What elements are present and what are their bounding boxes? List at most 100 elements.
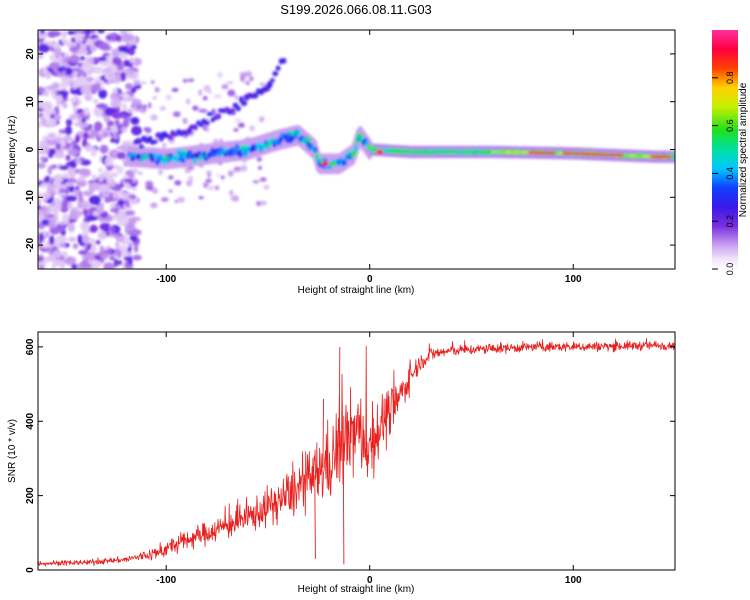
figure-title: S199.2026.066.08.11.G03 — [280, 2, 432, 17]
noise-blob — [98, 175, 104, 182]
noise-blob — [41, 219, 50, 225]
x-tick-label: 100 — [565, 274, 582, 285]
noise-blob — [61, 30, 67, 39]
noise-blob — [121, 193, 130, 201]
noise-blob — [122, 102, 127, 112]
noise-blob — [78, 250, 89, 255]
ridge-core — [264, 143, 272, 149]
noise-blob — [110, 226, 116, 235]
spectrogram-y-axis: -20 -10 0 10 20 — [25, 48, 675, 252]
ridge-core — [305, 137, 313, 143]
noise-blob — [146, 127, 152, 134]
noise-blob — [93, 121, 103, 132]
colorbar-tick-label: 0.2 — [725, 215, 735, 228]
noise-blob — [86, 38, 93, 45]
noise-blob — [233, 128, 239, 132]
noise-blob — [147, 102, 152, 109]
noise-blob — [227, 89, 236, 97]
noise-blob — [124, 33, 135, 42]
noise-blob — [137, 171, 143, 176]
branch-blob — [272, 71, 279, 77]
branch-blob — [235, 105, 241, 112]
noise-blob — [252, 180, 260, 184]
noise-blob — [151, 187, 158, 194]
noise-blob — [47, 165, 53, 175]
noise-blob — [127, 172, 135, 178]
snr-plot-area — [38, 338, 675, 567]
noise-blob — [79, 168, 92, 177]
ridge-blob — [314, 153, 320, 160]
noise-blob — [65, 125, 72, 136]
noise-blob — [152, 96, 157, 100]
noise-blob — [161, 142, 167, 149]
noise-blob — [75, 157, 82, 164]
noise-blob — [92, 98, 99, 104]
noise-blob — [38, 150, 49, 155]
noise-blob — [129, 216, 141, 222]
branch-blob — [167, 134, 173, 141]
noise-blob — [68, 236, 77, 242]
noise-blob — [131, 125, 142, 136]
noise-blob — [38, 50, 44, 59]
noise-blob — [217, 71, 223, 79]
noise-blob — [249, 125, 256, 132]
noise-blob — [89, 44, 97, 53]
noise-blob — [65, 195, 78, 202]
ridge-core — [329, 161, 337, 167]
noise-blob — [39, 156, 46, 161]
noise-blob — [59, 149, 64, 156]
noise-blob — [110, 137, 116, 143]
noise-blob — [237, 122, 245, 128]
noise-blob — [54, 201, 63, 211]
noise-blob — [127, 30, 133, 33]
noise-blob — [38, 33, 48, 39]
noise-blob — [69, 96, 77, 103]
ridge-blob — [342, 159, 347, 166]
branch-blob — [198, 122, 204, 128]
ridge-core — [179, 149, 186, 155]
noise-blob — [42, 191, 51, 200]
noise-blob — [117, 209, 126, 218]
noise-blob — [61, 140, 66, 148]
colorbar-tick-label: 0.8 — [725, 72, 735, 85]
noise-blob — [75, 186, 80, 191]
y-tick-label: 400 — [25, 412, 36, 429]
noise-blob — [45, 118, 57, 126]
noise-blob — [38, 209, 45, 216]
noise-blob — [82, 208, 89, 216]
noise-blob — [78, 76, 87, 82]
noise-blob — [103, 114, 111, 123]
noise-blob — [52, 250, 62, 259]
ridge-blob — [153, 152, 159, 159]
noise-blob — [58, 242, 67, 248]
noise-blob — [168, 189, 173, 193]
noise-blob — [245, 80, 251, 86]
colorbar: 0.0 0.2 0.4 0.6 0.8 Normalized spectral ampl… — [712, 30, 749, 275]
noise-blob — [98, 89, 108, 99]
noise-blob — [232, 169, 241, 173]
ridge-core — [288, 130, 296, 136]
noise-blob — [256, 156, 263, 162]
noise-blob — [187, 166, 195, 170]
branch-blob — [206, 111, 213, 117]
noise-blob — [41, 244, 50, 249]
ridge-blob — [234, 143, 240, 151]
noise-blob — [145, 180, 154, 187]
noise-blob — [257, 165, 263, 170]
noise-blob — [124, 210, 136, 216]
noise-blob — [90, 259, 102, 268]
noise-blob — [150, 114, 158, 121]
noise-blob — [94, 79, 99, 85]
noise-blob — [78, 175, 87, 182]
noise-blob — [258, 116, 265, 123]
noise-blob — [38, 255, 45, 262]
noise-blob — [57, 226, 65, 233]
noise-blob — [78, 195, 84, 204]
noise-blob — [74, 134, 81, 143]
branch-blob — [193, 124, 198, 131]
noise-blob — [184, 168, 192, 174]
noise-blob — [112, 189, 118, 200]
noise-blob — [192, 105, 199, 111]
noise-blob — [106, 176, 114, 184]
